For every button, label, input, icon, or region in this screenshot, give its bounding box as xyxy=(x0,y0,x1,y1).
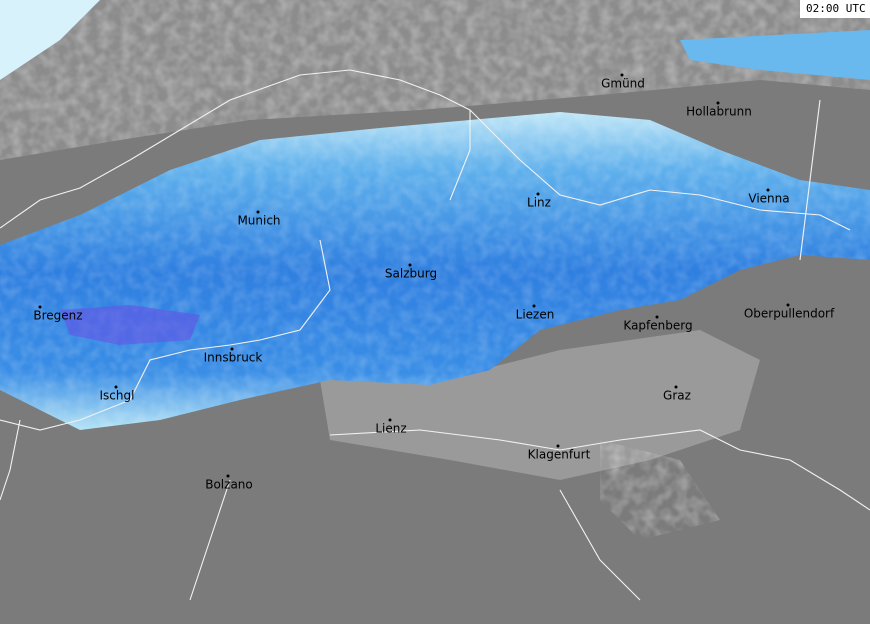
city-label: Salzburg xyxy=(385,267,437,281)
city-label: Kapfenberg xyxy=(623,319,692,333)
city-dot xyxy=(766,188,770,192)
city-dot xyxy=(786,303,790,307)
city-dot xyxy=(114,385,118,389)
city-label: Liezen xyxy=(516,308,555,322)
city-label: Lienz xyxy=(375,422,406,436)
city-dot xyxy=(536,192,540,196)
speckle-area xyxy=(600,440,720,540)
city-label: Hollabrunn xyxy=(686,105,752,119)
city-dot xyxy=(38,305,42,309)
timestamp-box xyxy=(800,0,870,18)
city-label: Innsbruck xyxy=(204,351,263,365)
precip-heavy xyxy=(60,305,200,345)
city-dot xyxy=(230,347,234,351)
precip-north xyxy=(680,30,870,80)
city-dot xyxy=(655,315,659,319)
city-label: Bregenz xyxy=(33,309,82,323)
city-label: Munich xyxy=(237,214,280,228)
city-label: Linz xyxy=(527,196,551,210)
timestamp: 02:00 UTC xyxy=(806,2,866,15)
city-dot xyxy=(556,444,560,448)
city-label: Vienna xyxy=(748,192,789,206)
city-dot xyxy=(532,304,536,308)
city-dot xyxy=(256,210,260,214)
precip-texture xyxy=(0,112,870,430)
city-dot xyxy=(674,385,678,389)
borders xyxy=(0,69,870,601)
city-dot xyxy=(226,474,230,478)
city-dot xyxy=(716,101,720,105)
city-label: Gmünd xyxy=(601,77,645,91)
city-label: Oberpullendorf xyxy=(744,307,835,321)
city-label: Bolzano xyxy=(205,478,253,492)
city-dot xyxy=(388,418,392,422)
light-precip xyxy=(0,0,100,80)
city-label: Graz xyxy=(663,389,691,403)
cloud-texture xyxy=(0,0,870,160)
city-dot xyxy=(408,263,412,267)
light-area xyxy=(320,330,760,480)
city-dot xyxy=(620,73,624,77)
city-label: Klagenfurt xyxy=(528,448,591,462)
city-label: Ischgl xyxy=(100,389,135,403)
